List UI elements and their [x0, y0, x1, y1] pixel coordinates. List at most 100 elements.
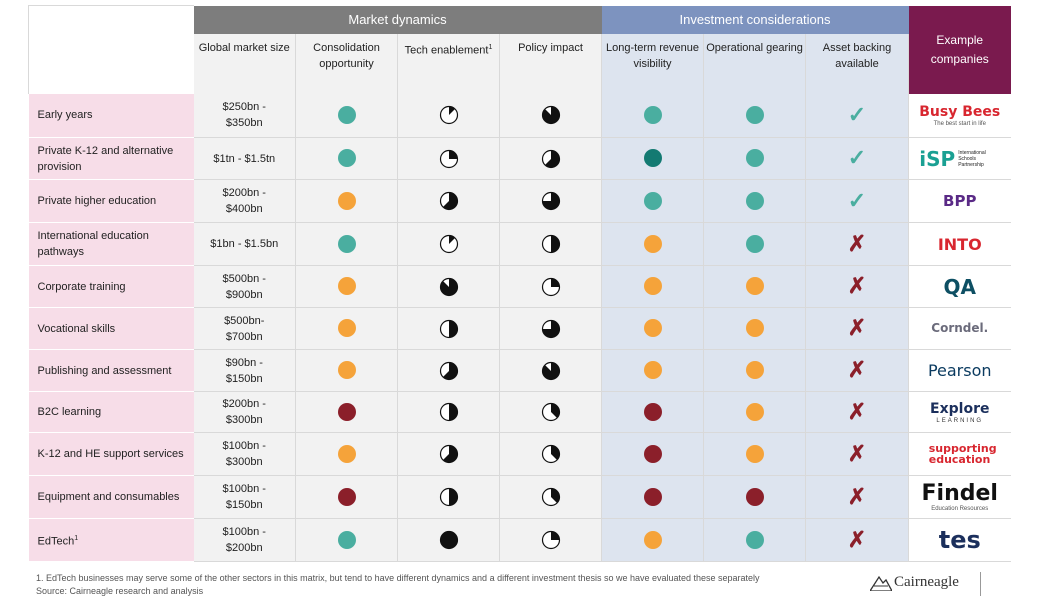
- company-logo-tagline: Education Resources: [931, 506, 989, 512]
- row-label: K-12 and HE support services: [28, 432, 194, 476]
- operational-gearing-cell: [703, 391, 806, 433]
- policy-impact-harvey-ball: [541, 149, 560, 168]
- check-icon: ✓: [847, 145, 867, 170]
- company-logo-name: Explore: [930, 400, 990, 417]
- company-logo-name: iSP: [919, 146, 956, 171]
- tech-enablement-cell: [397, 391, 500, 433]
- cross-icon: ✗: [847, 440, 867, 466]
- market-size-cell: $90bn - $150bn: [193, 349, 296, 392]
- operational-gearing-orange-dot: [745, 361, 764, 380]
- tech-enablement-harvey-ball: [439, 444, 458, 464]
- footnotes: 1. EdTech businesses may serve some of t…: [36, 572, 760, 598]
- tech-enablement-cell: [397, 93, 500, 138]
- market-size-cell: $100bn - $200bn: [193, 518, 296, 562]
- consolidation-cell: [295, 265, 398, 308]
- operational-gearing-dark-red-dot: [745, 487, 764, 506]
- company-logo-name: supporting education: [928, 442, 997, 466]
- policy-impact-harvey-ball: [541, 487, 560, 507]
- market-size-cell: $1bn - $1.5bn: [193, 222, 296, 266]
- table-row: Private higher education $200bn - $400bn ✓…: [28, 179, 1011, 223]
- row-label-text: Private higher education: [37, 195, 157, 207]
- tech-enablement-harvey-ball: [439, 234, 458, 254]
- group-market-dynamics: Market dynamics: [193, 5, 602, 34]
- policy-impact-cell: [499, 391, 602, 433]
- row-label-text: Publishing and assessment: [37, 364, 172, 377]
- consolidation-teal-dot: [337, 530, 356, 549]
- example-company-cell: Findel Education Resources: [908, 475, 1011, 519]
- table-row: EdTech1 $100bn - $200bn ✗ tes: [28, 518, 1011, 562]
- policy-impact-harvey-ball: [541, 191, 560, 211]
- row-label: B2C learning: [28, 391, 194, 433]
- operational-gearing-cell: [703, 179, 806, 223]
- cross-icon: ✗: [847, 273, 867, 298]
- revenue-visibility-cell: [601, 307, 704, 350]
- policy-impact-cell: [499, 93, 602, 138]
- example-company-cell: iSP International Schools Partnership: [908, 137, 1011, 180]
- example-company-cell: INTO: [908, 222, 1011, 266]
- table-row: Vocational skills $500bn- $700bn ✗ Corndel.: [28, 307, 1011, 350]
- group-investment-considerations: Investment considerations: [601, 5, 909, 34]
- asset-backing-cell: ✗: [805, 475, 909, 519]
- table-row: Corporate training $500bn - $900bn ✗ QA: [28, 265, 1011, 308]
- example-company-cell: Corndel.: [908, 307, 1011, 350]
- tech-enablement-harvey-ball: [439, 530, 458, 550]
- tech-enablement-harvey-ball: [439, 191, 458, 211]
- market-size-cell: $200bn - $400bn: [193, 179, 296, 223]
- row-label: EdTech1: [28, 518, 194, 562]
- consolidation-cell: [295, 349, 398, 392]
- revenue-visibility-orange-dot: [643, 277, 662, 296]
- policy-impact-cell: [499, 265, 602, 308]
- asset-backing-cell: ✗: [805, 307, 909, 350]
- operational-gearing-cell: [703, 93, 806, 138]
- revenue-visibility-orange-dot: [643, 530, 662, 549]
- company-logo: QA: [909, 275, 1011, 299]
- revenue-visibility-cell: [601, 349, 704, 392]
- row-label: Early years: [28, 93, 194, 138]
- consolidation-teal-dot: [337, 149, 356, 168]
- consolidation-dark-red-dot: [337, 402, 356, 421]
- policy-impact-harvey-ball: [541, 361, 560, 380]
- operational-gearing-orange-dot: [745, 444, 764, 463]
- company-logo-name: Pearson: [927, 361, 992, 380]
- operational-gearing-teal-dot: [745, 149, 764, 168]
- market-size-cell: $500bn - $900bn: [193, 265, 296, 308]
- revenue-visibility-cell: [601, 475, 704, 519]
- row-label-sup: 1: [74, 534, 79, 542]
- row-label: Publishing and assessment: [28, 349, 194, 392]
- operational-gearing-cell: [703, 475, 806, 519]
- col-consolidation-opportunity: Consolidation opportunity: [295, 33, 398, 94]
- mountain-icon: [870, 575, 892, 591]
- policy-impact-cell: [499, 432, 602, 476]
- brand-divider: [980, 572, 981, 596]
- revenue-visibility-cell: [601, 518, 704, 562]
- company-logo: iSP International Schools Partnership: [909, 147, 1011, 171]
- operational-gearing-teal-dot: [745, 530, 764, 549]
- operational-gearing-orange-dot: [745, 319, 764, 338]
- revenue-visibility-cell: [601, 137, 704, 180]
- tech-enablement-cell: [397, 432, 500, 476]
- consolidation-teal-dot: [337, 234, 356, 253]
- consolidation-cell: [295, 93, 398, 138]
- consolidation-cell: [295, 179, 398, 223]
- revenue-visibility-teal-dot: [643, 191, 662, 210]
- asset-backing-cell: ✓: [805, 93, 909, 138]
- revenue-visibility-cell: [601, 391, 704, 433]
- tech-enablement-harvey-ball: [439, 106, 458, 125]
- revenue-visibility-cell: [601, 432, 704, 476]
- company-logo-name: Busy Bees: [919, 103, 1001, 120]
- tech-enablement-cell: [397, 222, 500, 266]
- policy-impact-harvey-ball: [541, 319, 560, 338]
- col-operational-gearing: Operational gearing: [703, 33, 806, 94]
- row-label-text: Corporate training: [37, 280, 126, 293]
- company-logo: Busy Bees The best start in life: [909, 103, 1011, 128]
- consolidation-cell: [295, 222, 398, 266]
- market-size-cell: $100bn - $150bn: [193, 475, 296, 519]
- revenue-visibility-cell: [601, 179, 704, 223]
- consolidation-orange-dot: [337, 444, 356, 463]
- row-label-text: B2C learning: [37, 406, 102, 418]
- col-policy-impact: Policy impact: [499, 33, 602, 94]
- corner-cell: [28, 5, 194, 94]
- operational-gearing-cell: [703, 265, 806, 308]
- table-row: Equipment and consumables $100bn - $150bn…: [28, 475, 1011, 519]
- market-size-cell: $100bn - $300bn: [193, 432, 296, 476]
